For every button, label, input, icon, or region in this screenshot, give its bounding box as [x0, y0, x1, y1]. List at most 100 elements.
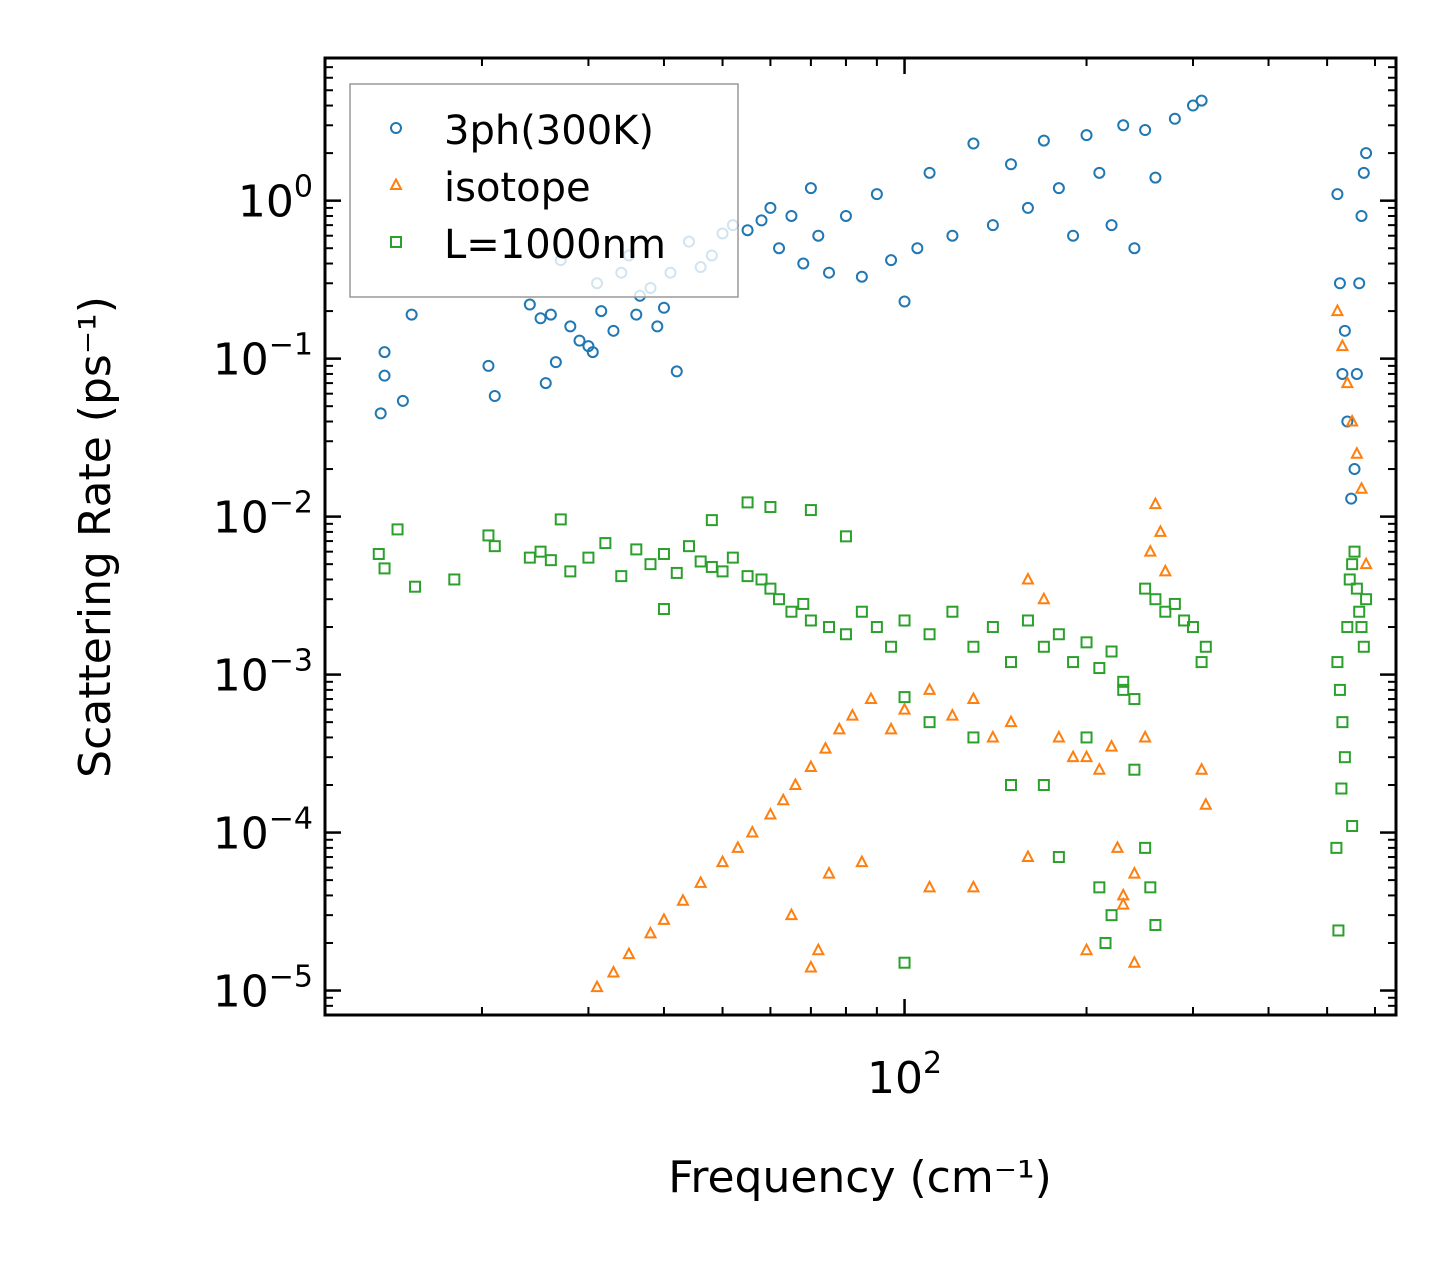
- data-point: [1336, 716, 1349, 729]
- data-point: [1186, 621, 1199, 634]
- data-point: [1144, 881, 1157, 894]
- data-point: [898, 691, 911, 704]
- data-point: [923, 628, 936, 641]
- data-point: [797, 597, 810, 610]
- y-tick-label: 10−3: [213, 644, 313, 702]
- data-point: [539, 377, 552, 390]
- data-point: [1004, 714, 1018, 728]
- data-point: [1158, 563, 1172, 577]
- data-point: [1153, 524, 1168, 537]
- data-point: [1355, 621, 1368, 634]
- data-point: [657, 547, 670, 560]
- axis-tick-labels: 100 10−1 10−2 10−3 10−4 10−5 102: [213, 170, 942, 1104]
- data-point: [564, 320, 577, 333]
- data-point: [488, 390, 501, 403]
- data-point: [885, 640, 898, 653]
- data-point: [630, 308, 643, 321]
- data-point: [1331, 656, 1344, 669]
- data-point: [1052, 182, 1065, 195]
- x-tick-label: 102: [867, 1046, 942, 1104]
- data-point: [1330, 303, 1345, 317]
- series-L1000nm-markers: [372, 496, 1373, 969]
- legend: 3ph(300K) isotope L=1000nm: [349, 83, 739, 298]
- data-point: [1345, 492, 1358, 505]
- data-point: [986, 621, 999, 634]
- data-point: [1357, 166, 1370, 179]
- data-point: [482, 529, 495, 542]
- data-point: [586, 346, 599, 359]
- data-point: [839, 628, 852, 641]
- data-point: [898, 614, 911, 627]
- data-point: [1333, 683, 1346, 696]
- data-point: [670, 566, 683, 579]
- data-point: [1355, 209, 1368, 222]
- data-point: [523, 551, 536, 564]
- data-point: [1079, 749, 1094, 763]
- data-point: [1052, 851, 1065, 864]
- data-point: [1338, 751, 1351, 764]
- data-point: [839, 209, 852, 222]
- data-point: [923, 166, 936, 179]
- data-point: [1105, 219, 1118, 232]
- data-point: [1331, 188, 1344, 201]
- data-point: [967, 137, 980, 150]
- data-point: [1353, 277, 1366, 290]
- data-point: [573, 334, 586, 347]
- data-point: [755, 573, 768, 586]
- data-point: [1004, 779, 1017, 792]
- data-point: [1335, 338, 1350, 352]
- data-point: [1037, 134, 1050, 147]
- data-point: [1178, 614, 1191, 627]
- legend-box: [349, 83, 739, 298]
- data-point: [764, 501, 777, 514]
- plot-frame: [323, 56, 1398, 1017]
- data-point: [1021, 571, 1035, 585]
- data-point: [1080, 731, 1093, 744]
- data-point: [776, 792, 790, 806]
- data-point: [378, 346, 391, 359]
- data-point: [1340, 375, 1354, 389]
- data-point: [1335, 782, 1348, 795]
- data-point: [870, 621, 883, 634]
- data-point: [1117, 683, 1130, 696]
- data-point: [898, 295, 911, 308]
- data-point: [885, 254, 898, 267]
- data-point: [1343, 573, 1356, 586]
- data-point: [1199, 640, 1212, 653]
- data-point: [595, 305, 608, 318]
- data-point: [1195, 656, 1208, 669]
- data-point: [1149, 171, 1162, 184]
- data-point: [785, 605, 798, 618]
- data-point: [534, 312, 547, 325]
- data-point: [764, 201, 777, 214]
- data-point: [1128, 763, 1141, 776]
- data-point: [1346, 558, 1359, 571]
- data-point: [405, 308, 418, 321]
- data-point: [448, 573, 461, 586]
- data-point: [785, 209, 798, 222]
- data-point: [396, 394, 409, 407]
- data-point: [855, 270, 868, 283]
- data-point: [643, 925, 658, 939]
- data-point: [1037, 779, 1050, 792]
- data-point: [1127, 865, 1142, 879]
- y-tick-label: 10−5: [213, 960, 313, 1018]
- data-point: [716, 565, 729, 578]
- data-point: [657, 301, 670, 314]
- data-point: [946, 229, 959, 242]
- data-point: [818, 740, 833, 754]
- data-point: [607, 324, 620, 337]
- data-point: [923, 716, 936, 729]
- data-point: [741, 224, 754, 237]
- axis-ticks: [325, 57, 1396, 1016]
- data-point: [855, 854, 869, 868]
- data-point: [1195, 94, 1208, 107]
- y-tick-label: 10−2: [213, 486, 313, 544]
- data-point: [822, 865, 836, 879]
- data-point: [693, 875, 708, 888]
- data-point: [1092, 762, 1106, 775]
- data-point: [1149, 593, 1162, 606]
- data-point: [804, 759, 818, 773]
- data-point: [1093, 166, 1106, 179]
- data-point: [763, 806, 778, 820]
